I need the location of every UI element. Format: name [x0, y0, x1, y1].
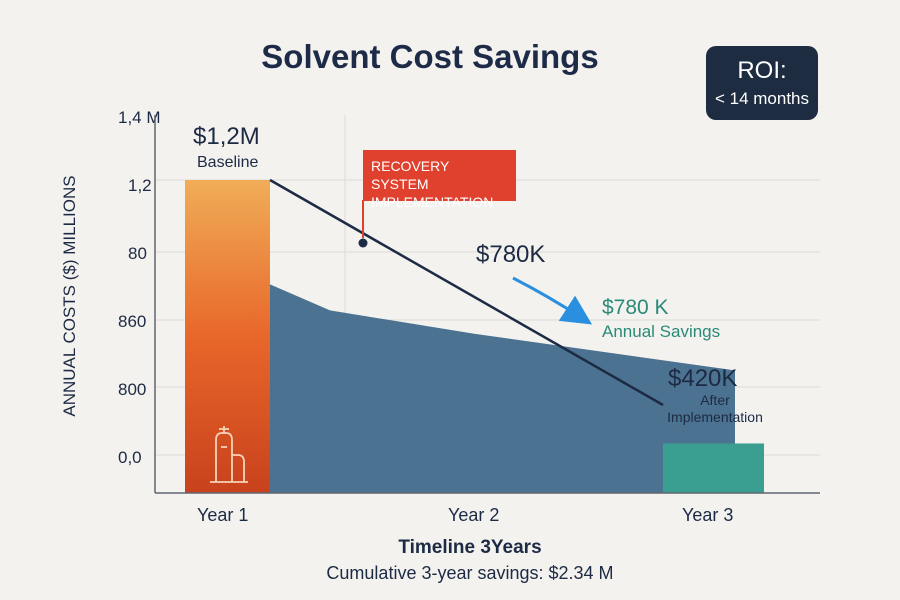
- x-tick-label: Year 3: [682, 505, 734, 525]
- y-tick-label: 0,0: [118, 448, 142, 467]
- after-value-label: $420K: [668, 365, 738, 392]
- after-sublabel: After Implementation: [667, 392, 763, 425]
- savings-area: [270, 284, 735, 493]
- roi-label: ROI:: [737, 57, 787, 84]
- implementation-marker: [358, 238, 368, 248]
- baseline-value-label: $1,2M: [193, 123, 260, 150]
- baseline-bar: [185, 180, 270, 493]
- footnote: Cumulative 3-year savings: $2.34 M: [326, 563, 614, 583]
- savings-value-label: $780 K: [602, 296, 669, 319]
- recovery-system-callout: RECOVERY SYSTEM IMPLEMENTATION: [363, 150, 516, 210]
- y-tick-label: 80: [128, 244, 147, 263]
- roi-value: < 14 months: [714, 89, 810, 108]
- after-bar: [663, 443, 764, 493]
- savings-sublabel: Annual Savings: [602, 322, 721, 341]
- line-value-label: $780K: [476, 241, 546, 268]
- y-tick-label: 800: [118, 380, 147, 399]
- solvent-tank-icon: [210, 426, 248, 483]
- x-tick-label: Year 1: [197, 505, 249, 525]
- baseline-sublabel: Baseline: [197, 154, 259, 171]
- y-tick-label: 1,4 M: [118, 108, 161, 127]
- y-tick-label: 1,2: [128, 176, 152, 195]
- x-axis-label: Timeline 3Years: [398, 537, 542, 558]
- x-tick-label: Year 2: [448, 505, 500, 525]
- y-tick-label: 860: [118, 312, 147, 331]
- roi-badge: ROI: < 14 months: [706, 46, 818, 120]
- chart-title: Solvent Cost Savings: [261, 38, 599, 75]
- savings-arrow: [512, 276, 593, 325]
- callout-text: RECOVERY SYSTEM IMPLEMENTATION: [371, 158, 494, 210]
- cost-line: [269, 178, 664, 407]
